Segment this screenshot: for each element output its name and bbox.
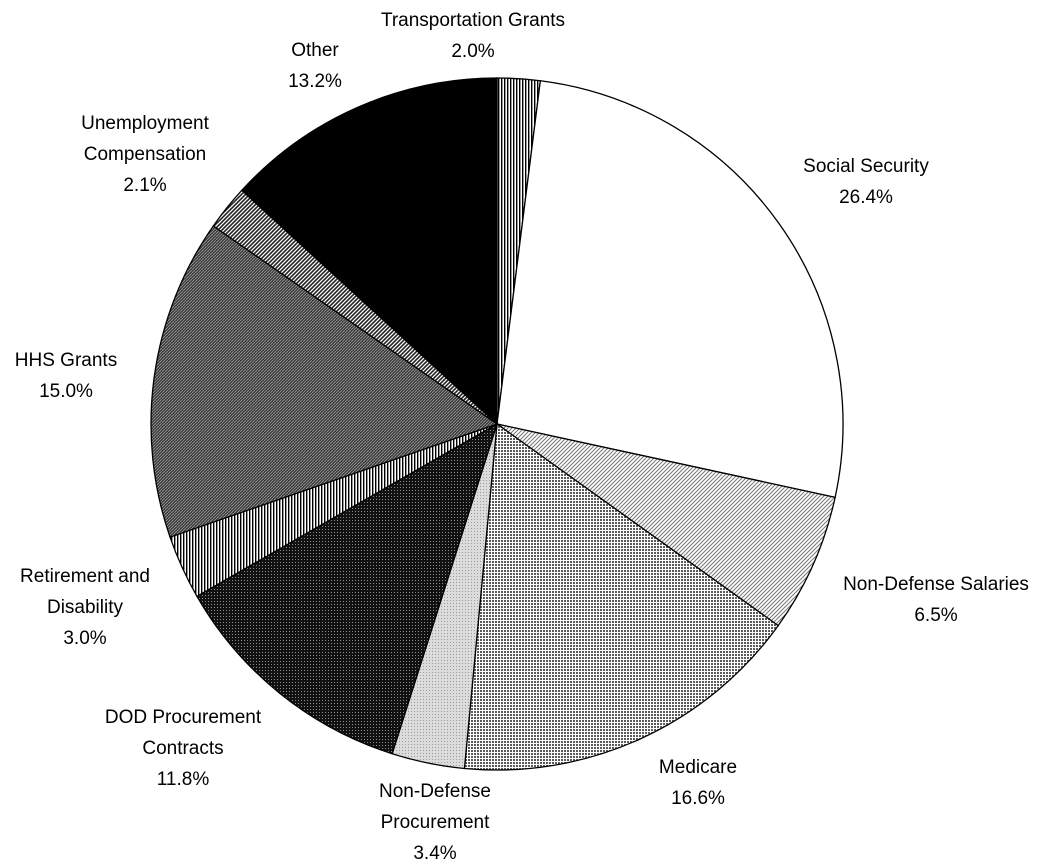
slice-label-other: Other 13.2% <box>288 40 342 92</box>
pie-labels: Transportation Grants 2.0% Social Security… <box>15 10 1029 864</box>
pie-slice-other <box>240 77 498 426</box>
slice-label-non-defense-procurement: Non-Defense Procurement 3.4% <box>379 781 491 864</box>
pie-slice-non-defense-salaries <box>496 423 836 627</box>
slice-label-non-defense-salaries: Non-Defense Salaries 6.5% <box>843 574 1029 626</box>
pie-slice-hhs-grants <box>150 225 499 538</box>
pie-slice-social-security <box>496 80 844 499</box>
slice-label-transportation-grants: Transportation Grants 2.0% <box>381 10 565 62</box>
pie-slice-dod-procurement-contracts <box>196 422 499 755</box>
pie-slices <box>150 77 844 771</box>
slice-label-dod-procurement-contracts: DOD Procurement Contracts 11.8% <box>105 707 262 790</box>
pie-slice-medicare <box>463 422 780 771</box>
slice-label-retirement-and-disability: Retirement and Disability 3.0% <box>20 566 150 649</box>
slice-label-medicare: Medicare 16.6% <box>659 757 737 809</box>
slice-label-hhs-grants: HHS Grants 15.0% <box>15 350 117 402</box>
slice-label-social-security: Social Security 26.4% <box>803 156 929 208</box>
slice-label-unemployment-compensation: Unemployment Compensation 2.1% <box>81 113 209 196</box>
